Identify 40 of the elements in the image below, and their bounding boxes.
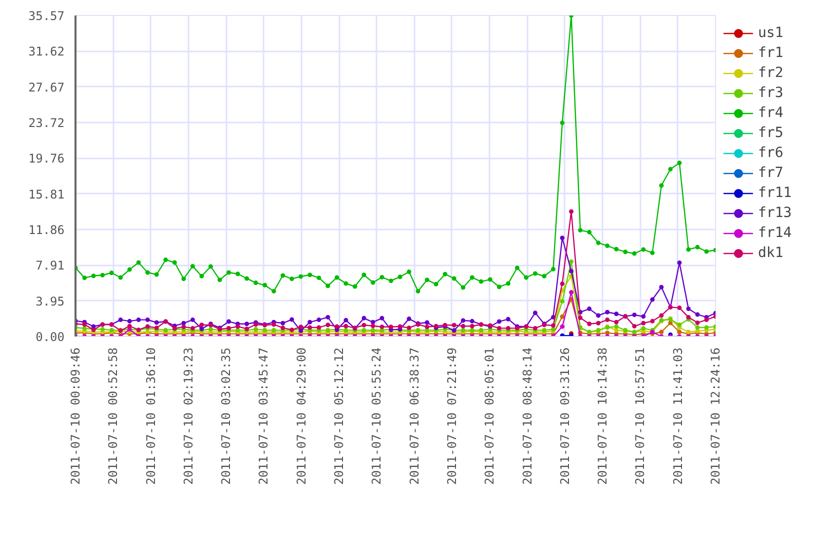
y-tick-label: 27.67: [28, 80, 64, 94]
legend-label: fr1: [758, 45, 784, 61]
x-tick-label: 2011-07-10 06:38:37: [407, 347, 422, 485]
y-tick-label: 15.81: [28, 187, 64, 202]
x-tick-label: 2011-07-10 10:14:38: [596, 347, 610, 485]
legend-label: fr14: [758, 225, 792, 241]
y-tick-label: 0.00: [36, 330, 65, 344]
y-tick-label: 31.62: [28, 44, 64, 59]
x-tick-label: 2011-07-10 05:12:12: [332, 347, 346, 485]
x-tick-label: 2011-07-10 11:41:03: [670, 347, 685, 485]
legend-label: fr3: [758, 85, 784, 101]
x-tick-label: 2011-07-10 01:36:10: [144, 347, 158, 485]
legend-label: fr4: [758, 105, 784, 121]
x-tick-label: 2011-07-10 05:55:24: [370, 347, 384, 485]
x-tick-label: 2011-07-10 03:02:35: [219, 347, 234, 485]
x-tick-label: 2011-07-10 12:24:16: [708, 347, 722, 485]
y-tick-label: 35.57: [28, 9, 64, 23]
legend-label: fr7: [758, 165, 784, 181]
y-tick-label: 3.95: [36, 294, 65, 308]
y-tick-label: 23.72: [28, 116, 64, 130]
x-tick-label: 2011-07-10 09:31:26: [558, 347, 572, 485]
x-tick-label: 2011-07-10 07:21:49: [444, 347, 459, 485]
legend-label: fr11: [758, 185, 792, 201]
legend-label: us1: [758, 25, 784, 41]
y-tick-label: 7.91: [36, 258, 65, 273]
x-tick-label: 2011-07-10 00:09:46: [68, 347, 82, 485]
legend-label: fr2: [758, 65, 784, 81]
legend-label: fr6: [758, 145, 784, 161]
legend-label: fr5: [758, 125, 784, 141]
x-tick-label: 2011-07-10 00:52:58: [106, 347, 120, 485]
legend-label: dk1: [758, 245, 784, 261]
y-tick-label: 19.76: [28, 152, 64, 166]
x-tick-label: 2011-07-10 02:19:23: [181, 347, 196, 485]
legend-label: fr13: [758, 205, 792, 221]
x-tick-label: 2011-07-10 04:29:00: [294, 347, 308, 485]
x-tick-label: 2011-07-10 10:57:51: [633, 347, 648, 485]
y-tick-label: 11.86: [28, 222, 64, 237]
x-tick-label: 2011-07-10 08:48:14: [520, 347, 534, 485]
x-tick-label: 2011-07-10 08:05:01: [482, 347, 497, 485]
x-tick-label: 2011-07-10 03:45:47: [256, 347, 271, 485]
